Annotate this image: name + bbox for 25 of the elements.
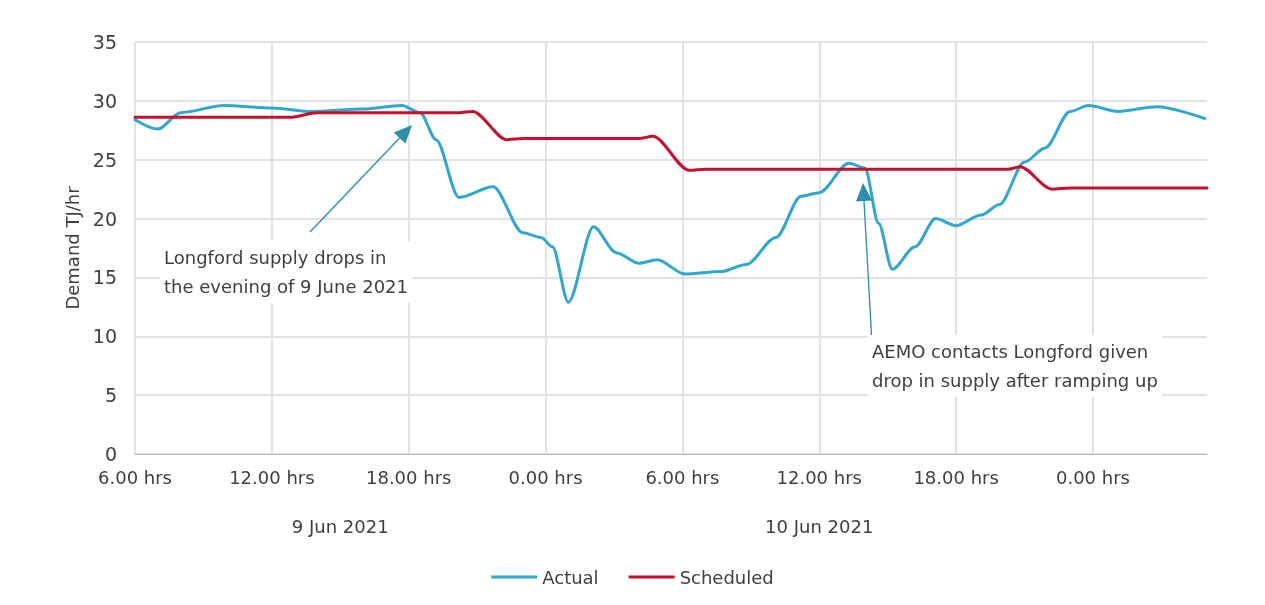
legend-label: Actual (542, 566, 599, 588)
y-tick-label: 25 (92, 148, 117, 171)
x-tick-label: 12.00 hrs (229, 466, 315, 488)
x-tick-label: 18.00 hrs (913, 466, 999, 488)
legend-label: Scheduled (679, 566, 774, 588)
x-tick-label: 18.00 hrs (365, 466, 452, 488)
x-tick-label: 12.00 hrs (776, 466, 862, 488)
x-tick-label: 6.00 hrs (645, 466, 720, 488)
y-tick-label: 20 (92, 207, 117, 230)
y-tick-label: 0 (104, 443, 117, 465)
y-tick-label: 30 (92, 89, 117, 112)
text: 9 Jun 2021 (291, 516, 389, 537)
annotation: Longford supply drops in the evening of 9 June 2021 (160, 241, 413, 303)
y-tick-label: 5 (104, 384, 117, 407)
annotation: AEMO contacts Longford given drop in supply after ramping up (868, 335, 1162, 397)
x-tick-label: 0.00 hrs (1055, 466, 1130, 488)
x-tick-label: 6.00 hrs (98, 466, 172, 488)
line-series (133, 104, 1207, 304)
y-tick-label: 15 (92, 266, 117, 289)
text: 10 Jun 2021 (765, 516, 874, 537)
y-tick-label: 10 (92, 325, 117, 348)
x-tick-label: 0.00 hrs (508, 466, 583, 488)
y-axis-title: Demand TJ/hr (62, 185, 84, 310)
y-tick-label: 35 (92, 31, 117, 53)
line-series (133, 109, 1209, 191)
